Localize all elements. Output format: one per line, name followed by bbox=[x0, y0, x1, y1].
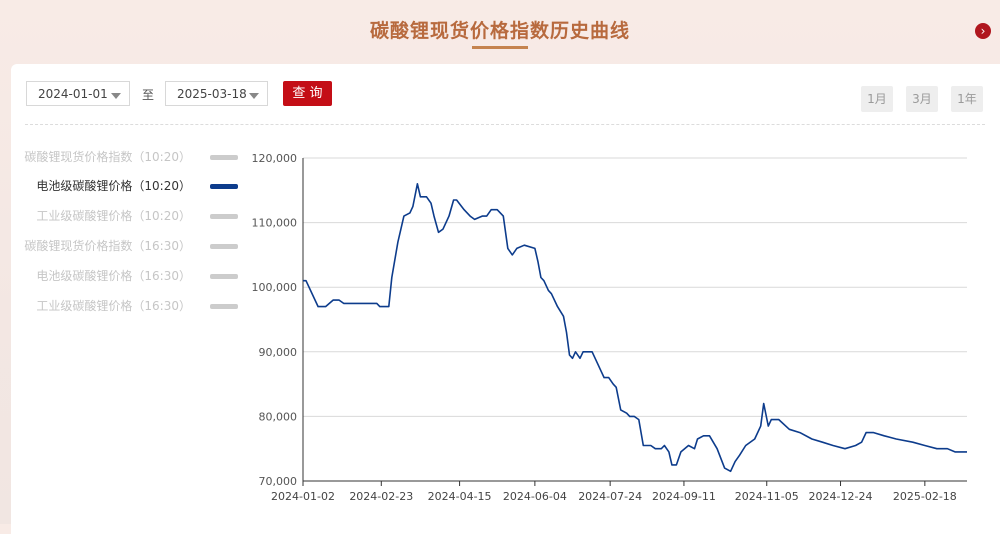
chevron-right-icon[interactable]: › bbox=[975, 23, 991, 39]
x-tick-label: 2024-09-11 bbox=[652, 490, 716, 503]
start-date-value: 2024-01-01 bbox=[38, 87, 108, 101]
title-underline bbox=[472, 46, 528, 49]
legend-swatch bbox=[210, 304, 238, 309]
x-tick-label: 2024-11-05 bbox=[735, 490, 799, 503]
chart-panel bbox=[11, 64, 1000, 534]
range-3-months-button[interactable]: 3月 bbox=[906, 86, 938, 112]
chevron-down-icon bbox=[249, 93, 259, 99]
y-tick-label: 90,000 bbox=[259, 346, 298, 359]
legend-swatch bbox=[210, 244, 238, 249]
x-tick-label: 2024-02-23 bbox=[349, 490, 413, 503]
series-line bbox=[303, 183, 967, 473]
legend-item[interactable]: 工业级碳酸锂价格（10:20） bbox=[30, 206, 240, 226]
y-tick-label: 100,000 bbox=[252, 281, 298, 294]
x-tick-label: 2024-04-15 bbox=[428, 490, 492, 503]
end-date-select[interactable]: 2025-03-18 bbox=[165, 81, 268, 106]
x-tick-label: 2024-01-02 bbox=[271, 490, 335, 503]
y-tick-label: 70,000 bbox=[259, 475, 298, 488]
x-tick-label: 2024-06-04 bbox=[503, 490, 567, 503]
page-title: 碳酸锂现货价格指数历史曲线 bbox=[369, 20, 630, 42]
range-1-month-button[interactable]: 1月 bbox=[861, 86, 893, 112]
legend-label: 电池级碳酸锂价格（16:30） bbox=[36, 269, 191, 283]
x-tick-label: 2024-07-24 bbox=[578, 490, 642, 503]
legend-item[interactable]: 电池级碳酸锂价格（10:20） bbox=[30, 176, 240, 196]
y-tick-label: 120,000 bbox=[252, 152, 298, 165]
legend-swatch bbox=[210, 274, 238, 279]
legend-label: 碳酸锂现货价格指数（10:20） bbox=[24, 150, 191, 164]
chevron-down-icon bbox=[111, 93, 121, 99]
legend-item[interactable]: 电池级碳酸锂价格（16:30） bbox=[30, 266, 240, 286]
legend-item[interactable]: 碳酸锂现货价格指数（10:20） bbox=[24, 147, 240, 167]
legend-item[interactable]: 工业级碳酸锂价格（16:30） bbox=[30, 296, 240, 316]
y-tick-label: 80,000 bbox=[259, 410, 298, 423]
query-button[interactable]: 查 询 bbox=[283, 81, 332, 106]
legend-swatch bbox=[210, 155, 238, 160]
start-date-select[interactable]: 2024-01-01 bbox=[26, 81, 130, 106]
legend-label: 碳酸锂现货价格指数（16:30） bbox=[24, 239, 191, 253]
divider bbox=[25, 124, 985, 125]
legend-swatch bbox=[210, 184, 238, 189]
legend-label: 工业级碳酸锂价格（16:30） bbox=[36, 299, 191, 313]
to-label: 至 bbox=[142, 88, 155, 102]
y-tick-label: 110,000 bbox=[252, 217, 298, 230]
legend-item[interactable]: 碳酸锂现货价格指数（16:30） bbox=[24, 236, 240, 256]
x-tick-label: 2025-02-18 bbox=[893, 490, 957, 503]
range-1-year-button[interactable]: 1年 bbox=[951, 86, 983, 112]
legend-swatch bbox=[210, 214, 238, 219]
x-tick-label: 2024-12-24 bbox=[809, 490, 873, 503]
legend-label: 工业级碳酸锂价格（10:20） bbox=[36, 209, 191, 223]
end-date-value: 2025-03-18 bbox=[177, 87, 247, 101]
legend-label: 电池级碳酸锂价格（10:20） bbox=[36, 179, 191, 193]
